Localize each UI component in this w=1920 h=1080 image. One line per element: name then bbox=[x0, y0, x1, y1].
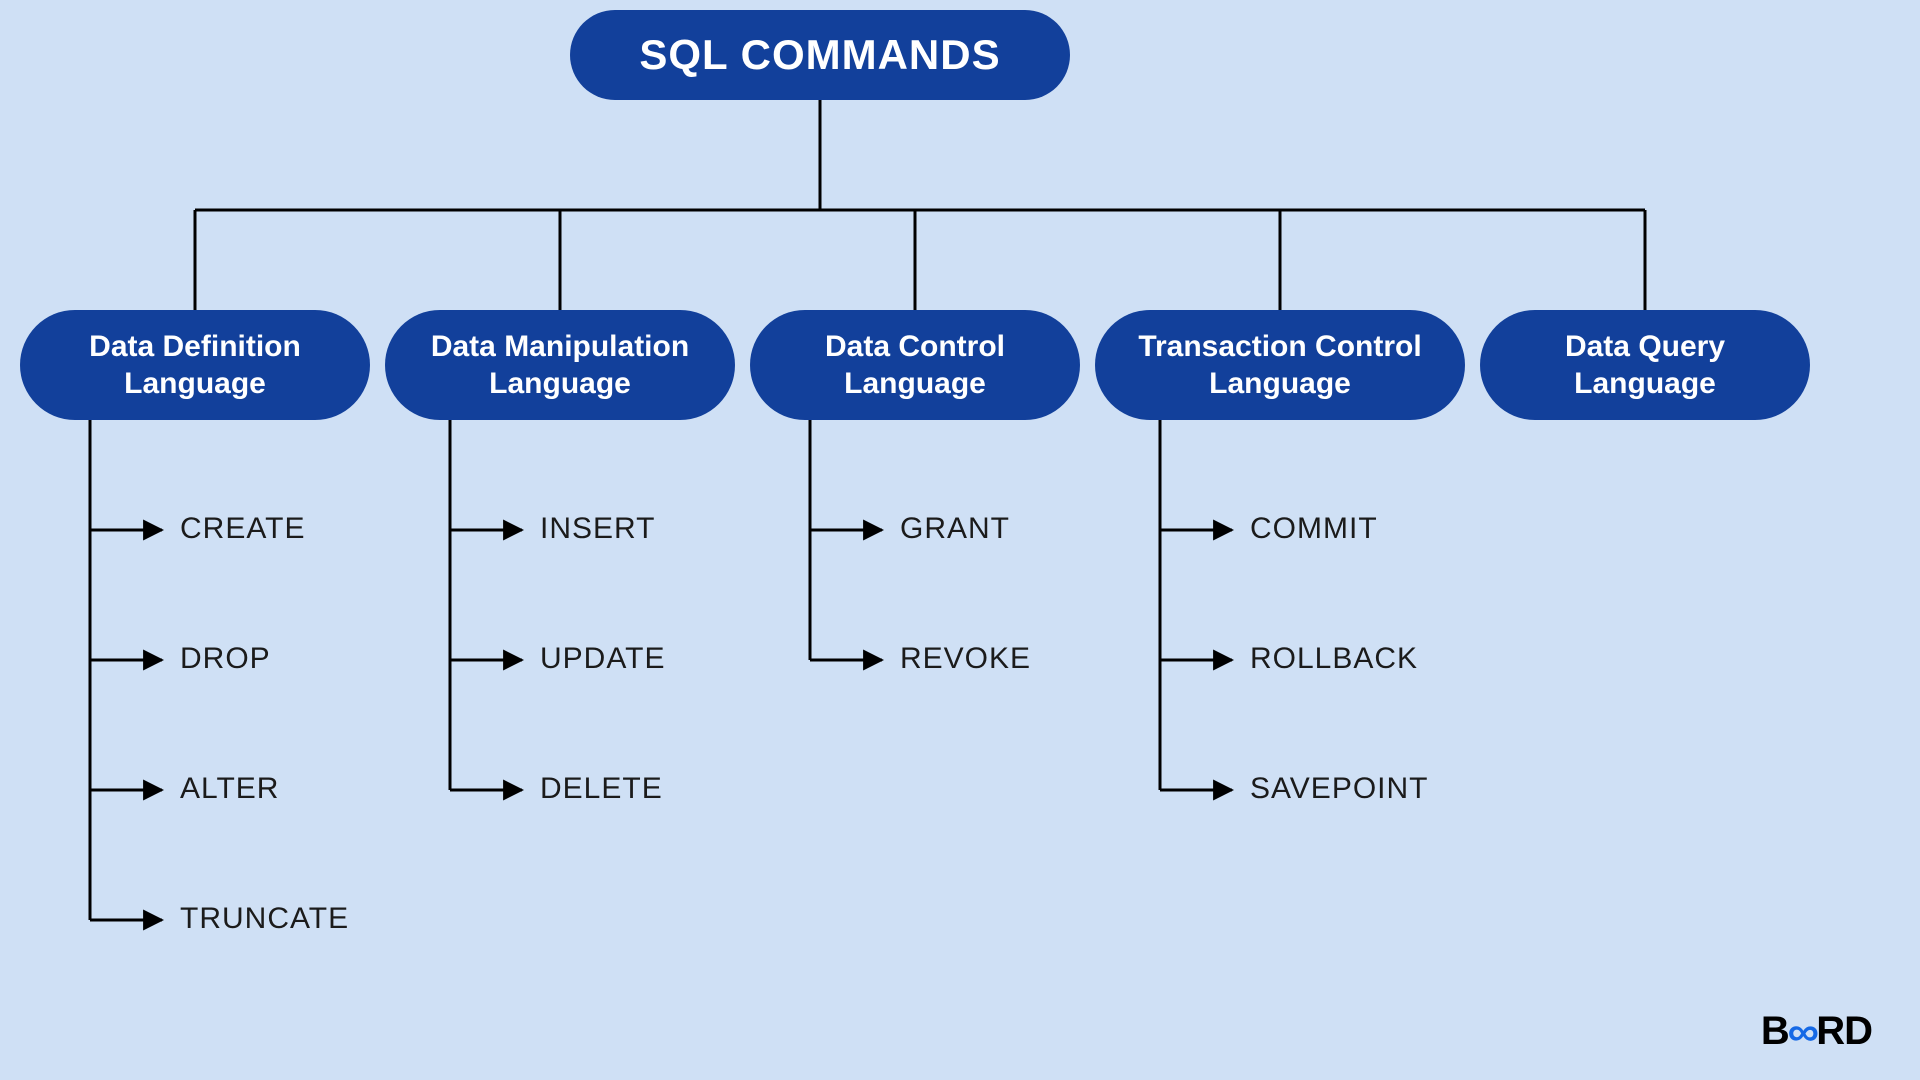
leaf-dcl-revoke: REVOKE bbox=[900, 642, 1031, 676]
category-label: Data Query Language bbox=[1508, 328, 1782, 403]
category-label: Data Definition Language bbox=[48, 328, 342, 403]
logo-suffix: RD bbox=[1816, 1009, 1872, 1054]
leaf-ddl-alter: ALTER bbox=[180, 772, 279, 806]
category-label: Transaction Control Language bbox=[1123, 328, 1437, 403]
category-node-ddl: Data Definition Language bbox=[20, 310, 370, 420]
leaf-dml-update: UPDATE bbox=[540, 642, 665, 676]
leaf-dcl-grant: GRANT bbox=[900, 512, 1010, 546]
category-node-dql: Data Query Language bbox=[1480, 310, 1810, 420]
leaf-tcl-rollback: ROLLBACK bbox=[1250, 642, 1418, 676]
logo-infinity-icon: ∞ bbox=[1787, 1010, 1817, 1055]
category-node-tcl: Transaction Control Language bbox=[1095, 310, 1465, 420]
category-node-dcl: Data Control Language bbox=[750, 310, 1080, 420]
leaf-tcl-savepoint: SAVEPOINT bbox=[1250, 772, 1428, 806]
category-label: Data Manipulation Language bbox=[413, 328, 707, 403]
root-node: SQL COMMANDS bbox=[570, 10, 1070, 100]
root-label: SQL COMMANDS bbox=[639, 29, 1000, 82]
leaf-ddl-drop: DROP bbox=[180, 642, 271, 676]
category-label: Data Control Language bbox=[778, 328, 1052, 403]
brand-logo: B∞RD bbox=[1761, 1009, 1872, 1054]
logo-prefix: B bbox=[1761, 1009, 1789, 1054]
leaf-ddl-create: CREATE bbox=[180, 512, 305, 546]
category-node-dml: Data Manipulation Language bbox=[385, 310, 735, 420]
leaf-tcl-commit: COMMIT bbox=[1250, 512, 1378, 546]
leaf-dml-insert: INSERT bbox=[540, 512, 655, 546]
leaf-ddl-truncate: TRUNCATE bbox=[180, 902, 349, 936]
leaf-dml-delete: DELETE bbox=[540, 772, 663, 806]
